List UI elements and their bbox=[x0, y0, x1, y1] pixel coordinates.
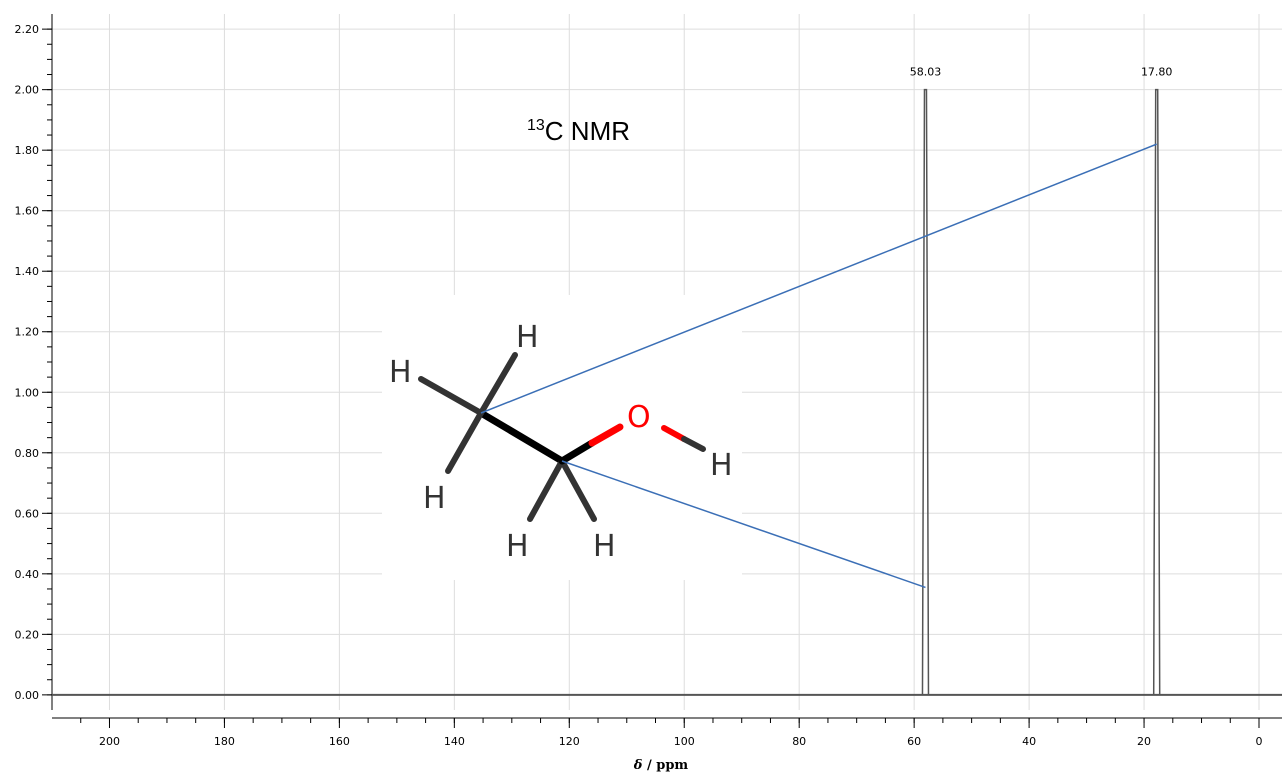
atom-h-hydroxyl: H bbox=[710, 448, 733, 483]
peak-label: 17.80 bbox=[1141, 66, 1173, 79]
peak-label: 58.03 bbox=[910, 66, 942, 79]
title-superscript: 13 bbox=[527, 117, 545, 134]
y-tick-label: 0.60 bbox=[15, 507, 40, 520]
y-tick-label: 0.20 bbox=[15, 628, 40, 641]
y-tick-label: 1.20 bbox=[15, 326, 40, 339]
x-axis-symbol: δ bbox=[633, 758, 643, 773]
atom-oxygen: O bbox=[627, 400, 651, 435]
y-tick-label: 1.40 bbox=[15, 265, 40, 278]
y-tick-label: 0.80 bbox=[15, 447, 40, 460]
x-tick-label: 20 bbox=[1137, 735, 1151, 748]
x-tick-label: 120 bbox=[559, 735, 580, 748]
y-tick-label: 2.20 bbox=[15, 23, 40, 36]
y-tick-label: 1.60 bbox=[15, 205, 40, 218]
x-tick-label: 60 bbox=[907, 735, 921, 748]
title-text: C NMR bbox=[545, 116, 630, 146]
x-tick-label: 100 bbox=[674, 735, 695, 748]
atom-h-top: H bbox=[516, 320, 539, 355]
assignment-line bbox=[481, 144, 1157, 413]
atom-h-bottom-right: H bbox=[593, 529, 616, 564]
chart-title: 13C NMR bbox=[527, 116, 630, 146]
y-tick-label: 2.00 bbox=[15, 84, 40, 97]
y-tick-label: 0.40 bbox=[15, 568, 40, 581]
x-tick-label: 80 bbox=[792, 735, 806, 748]
x-axis-unit: / ppm bbox=[642, 758, 688, 773]
x-axis-title: δ / ppm bbox=[633, 758, 689, 773]
atom-h-bottom-mid: H bbox=[506, 529, 529, 564]
y-tick-label: 1.80 bbox=[15, 144, 40, 157]
x-tick-label: 200 bbox=[99, 735, 120, 748]
chart-title-group: 13C NMR bbox=[527, 116, 630, 146]
x-tick-label: 40 bbox=[1022, 735, 1036, 748]
x-tick-label: 180 bbox=[214, 735, 235, 748]
x-axis-title-group: δ / ppm bbox=[633, 758, 689, 773]
peak-labels: 58.03 17.80 bbox=[910, 66, 1173, 79]
y-tick-label: 1.00 bbox=[15, 386, 40, 399]
x-tick-label: 160 bbox=[329, 735, 350, 748]
y-tick-label: 0.00 bbox=[15, 689, 40, 702]
molecule-backdrop bbox=[382, 295, 742, 580]
x-tick-label: 0 bbox=[1256, 735, 1263, 748]
atom-h-bottom-left: H bbox=[423, 481, 446, 516]
x-tick-label: 140 bbox=[444, 735, 465, 748]
atom-h-left: H bbox=[389, 355, 412, 390]
molecule-structure: H H H H H O H bbox=[382, 295, 742, 580]
